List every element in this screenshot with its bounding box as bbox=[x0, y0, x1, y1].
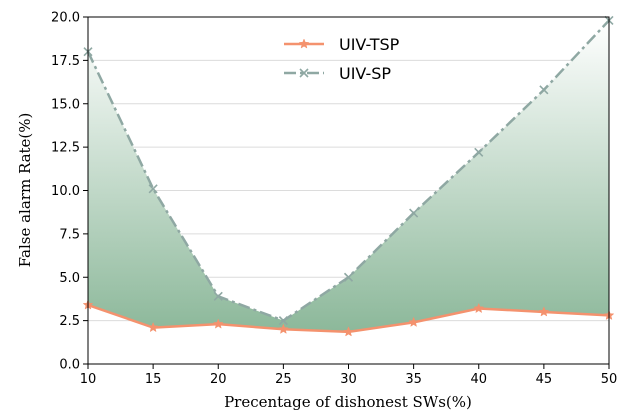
data-point-uiv-sp bbox=[148, 184, 158, 194]
y-tick-label: 12.5 bbox=[51, 141, 80, 156]
y-axis-title: False alarm Rate(%) bbox=[16, 113, 34, 268]
y-tick-label: 20.0 bbox=[51, 11, 80, 26]
y-tick-label: 17.5 bbox=[51, 54, 80, 69]
x-tick-label: 15 bbox=[145, 372, 162, 387]
x-tick-label: 25 bbox=[275, 372, 292, 387]
fill-between-area bbox=[88, 20, 609, 332]
y-axis: 0.0 2.5 5.0 7.5 10.0 12.5 15.0 17.5 20.0 bbox=[51, 11, 88, 373]
data-point-uiv-tsp bbox=[277, 323, 289, 334]
data-point-uiv-sp bbox=[213, 291, 223, 301]
x-tick-label: 50 bbox=[601, 372, 618, 387]
data-point-uiv-sp bbox=[343, 272, 354, 282]
data-point-uiv-tsp bbox=[343, 326, 354, 337]
data-point-uiv-sp bbox=[539, 85, 549, 95]
y-tick-label: 0.0 bbox=[59, 358, 80, 373]
y-tick-label: 15.0 bbox=[51, 97, 80, 112]
legend-entry: UIV-TSP bbox=[284, 35, 400, 54]
x-axis: 10 15 20 25 30 35 40 45 50 bbox=[80, 364, 618, 387]
legend: UIV-TSP UIV-SP bbox=[284, 35, 400, 83]
x-tick-label: 20 bbox=[210, 372, 227, 387]
legend-entry: UIV-SP bbox=[284, 64, 391, 83]
x-tick-label: 35 bbox=[405, 372, 422, 387]
x-axis-title: Precentage of dishonest SWs(%) bbox=[224, 393, 472, 411]
y-tick-label: 7.5 bbox=[59, 227, 80, 242]
legend-marker bbox=[298, 38, 310, 49]
data-point-uiv-sp bbox=[409, 208, 419, 218]
data-point-uiv-tsp bbox=[538, 306, 550, 317]
x-tick-label: 30 bbox=[340, 372, 357, 387]
data-point-uiv-sp bbox=[474, 147, 484, 157]
data-point-uiv-sp bbox=[278, 316, 288, 326]
data-point-uiv-tsp bbox=[473, 302, 485, 314]
x-tick-label: 45 bbox=[536, 372, 553, 387]
x-tick-label: 40 bbox=[470, 372, 487, 387]
data-point-uiv-tsp bbox=[147, 321, 159, 333]
y-tick-label: 10.0 bbox=[51, 184, 80, 199]
data-point-uiv-tsp bbox=[408, 316, 420, 327]
y-tick-label: 2.5 bbox=[59, 314, 80, 329]
data-point-uiv-tsp bbox=[212, 318, 224, 329]
legend-marker bbox=[299, 68, 309, 78]
legend-label: UIV-SP bbox=[339, 64, 391, 83]
y-tick-label: 5.0 bbox=[59, 271, 80, 286]
x-tick-label: 10 bbox=[80, 372, 97, 387]
legend-label: UIV-TSP bbox=[339, 35, 400, 54]
